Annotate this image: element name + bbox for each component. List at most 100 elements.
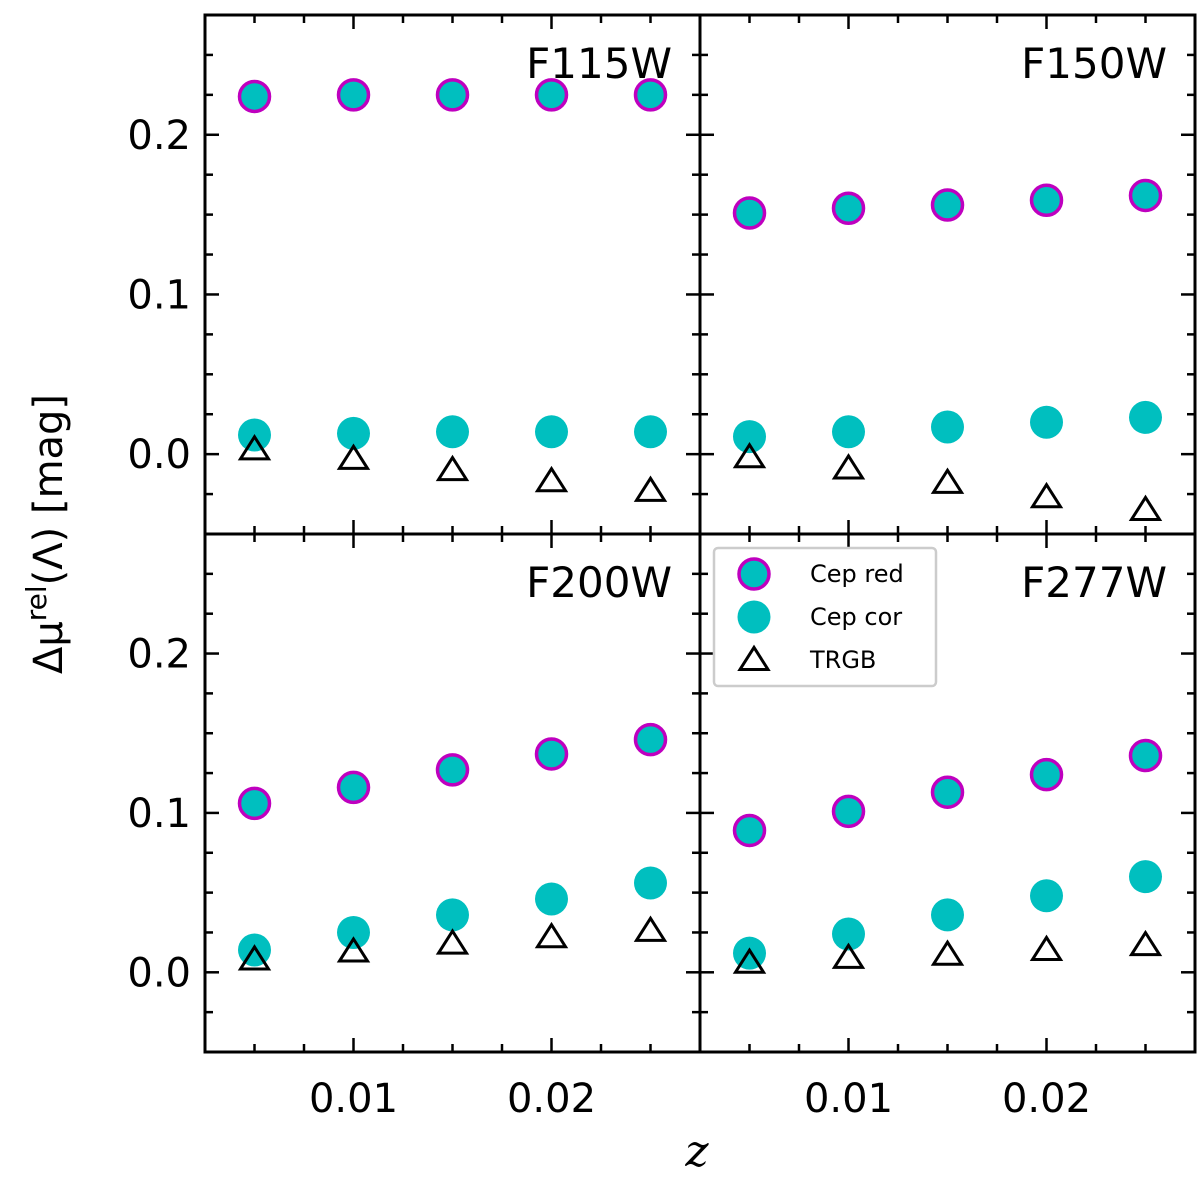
legend: Cep red Cep cor TRGB [712,546,938,688]
series-cep-red [732,738,1163,848]
series-cep-cor [238,866,667,967]
cep-cor-point [634,415,667,449]
cep-cor-point [931,410,964,444]
legend-label: TRGB [809,646,876,674]
y-tick-label: 0.2 [127,632,191,678]
cep-red-point [1128,178,1163,213]
cep-cor-point [733,936,766,970]
cep-cor-point [436,898,469,932]
panel-ticks [205,534,700,1052]
panel-f200w: F200W [203,532,702,1054]
legend-marker-cep-cor [737,600,771,634]
legend-label: Cep red [810,560,904,588]
trgb-point [633,915,668,942]
y-axis-title-main: Δμ [26,621,72,674]
cep-cor-point [436,415,469,449]
panel-label: F115W [526,39,672,88]
trgb-point [237,433,272,461]
y-tick-label: 0.2 [127,113,191,159]
panel-label: F150W [1021,39,1167,88]
panel-frame [203,532,702,1054]
y-axis-title-tail: (Λ) [mag] [26,394,72,585]
series-cep-red [237,78,668,114]
cep-red-point [435,78,470,112]
legend-frame [712,546,938,688]
cep-cor-point [931,898,964,932]
trgb-point [732,947,767,974]
trgb-point [336,936,371,963]
x-axis-title: z [684,1126,709,1177]
cep-red-point [831,794,866,829]
cep-cor-point [733,420,766,454]
cep-cor-point [535,415,568,449]
cep-red-point [534,737,569,771]
panel-frame [698,13,1197,536]
panel-f277w: F277W [698,532,1197,1054]
cep-red-point [336,78,371,112]
cep-cor-point [634,866,667,900]
cep-cor-point [832,415,865,449]
cep-red-point [732,813,767,848]
x-tick-label: 0.02 [1002,1076,1091,1122]
panel-f115w: F115W [203,13,702,536]
panel-frame [698,532,1197,1054]
legend-marker-cep-red [737,557,771,591]
cep-red-point [633,78,668,112]
cep-cor-point [1030,405,1063,439]
cep-cor-point [535,882,568,916]
cep-red-point [633,722,668,757]
panel-f150w: F150W [698,13,1197,536]
panel-ticks [700,15,1195,534]
y-tick-label: 0.1 [127,272,191,318]
series-cep-cor [733,860,1162,970]
trgb-point [1128,929,1163,957]
trgb-point [534,921,569,949]
cep-red-point [534,78,569,112]
series-cep-red [732,178,1163,230]
legend-marker-trgb [737,644,771,671]
cep-red-point [1029,757,1064,792]
trgb-point [237,944,272,971]
cep-red-point [237,786,272,821]
series-cep-cor [238,415,667,452]
trgb-point [336,443,371,470]
trgb-point [1029,481,1064,509]
y-tick-label: 0.0 [127,950,191,996]
series-trgb [237,915,668,971]
trgb-point [831,942,866,969]
trgb-point [435,928,470,955]
x-tick-label: 0.02 [507,1076,596,1122]
series-trgb [732,929,1163,974]
panels-layer: F115W F150W F200W F277W [203,13,1197,1054]
series-trgb [732,441,1163,521]
cep-cor-point [1129,860,1162,894]
trgb-point [732,441,767,469]
cep-red-point [930,188,965,222]
cep-red-point [930,775,965,809]
trgb-point [534,465,569,493]
cep-red-point [336,770,371,805]
cep-cor-point [337,416,370,450]
trgb-point [831,453,866,480]
cep-red-point [1128,738,1163,773]
cep-red-point [237,79,272,114]
series-cep-cor [733,400,1162,454]
trgb-point [435,454,470,482]
cep-red-point [732,196,767,230]
cep-red-point [1029,183,1064,217]
cep-cor-point [337,915,370,949]
cep-cor-point [238,933,271,967]
cep-cor-point [1129,400,1162,434]
trgb-point [633,475,668,502]
y-axis-title: Δμrel(Λ) [mag] [20,394,72,674]
cep-cor-point [832,917,865,951]
y-tick-label: 0.1 [127,791,191,837]
trgb-point [930,939,965,966]
trgb-point [930,467,965,494]
y-axis-title-sup: rel [20,585,53,621]
x-tick-label: 0.01 [309,1076,398,1122]
y-tick-label: 0.0 [127,432,191,478]
cep-red-point [831,191,866,225]
series-cep-red [237,722,668,821]
